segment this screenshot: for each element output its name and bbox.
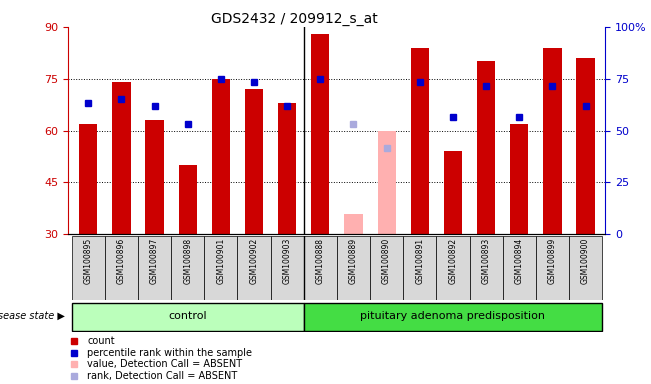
Bar (477, 61, 495, 234)
Bar (72, 236, 105, 300)
Text: GSM100900: GSM100900 (581, 238, 590, 285)
Text: GSM100899: GSM100899 (548, 238, 557, 284)
Text: GSM100897: GSM100897 (150, 238, 159, 284)
Bar (271, 236, 304, 300)
Text: GSM100903: GSM100903 (283, 238, 292, 285)
Text: GSM100893: GSM100893 (482, 238, 491, 284)
Bar (238, 236, 271, 300)
Text: GSM100895: GSM100895 (84, 238, 92, 284)
Bar (444, 151, 462, 234)
Bar (436, 236, 469, 300)
Bar (245, 89, 263, 234)
Text: GSM100896: GSM100896 (117, 238, 126, 284)
Title: GDS2432 / 209912_s_at: GDS2432 / 209912_s_at (210, 12, 378, 26)
Text: rank, Detection Call = ABSENT: rank, Detection Call = ABSENT (87, 371, 238, 381)
Text: GSM100890: GSM100890 (382, 238, 391, 284)
Bar (536, 236, 569, 300)
Bar (79, 124, 98, 234)
Bar (337, 236, 370, 300)
Bar (304, 236, 337, 300)
Text: GSM100901: GSM100901 (216, 238, 225, 284)
Bar (278, 103, 296, 234)
Bar (370, 236, 403, 300)
Text: GSM100891: GSM100891 (415, 238, 424, 284)
Bar (138, 236, 171, 300)
Bar (469, 236, 503, 300)
Text: disease state ▶: disease state ▶ (0, 311, 65, 321)
Bar (105, 236, 138, 300)
Bar (204, 236, 238, 300)
Bar (112, 82, 130, 234)
Text: pituitary adenoma predisposition: pituitary adenoma predisposition (361, 311, 546, 321)
Text: GSM100894: GSM100894 (515, 238, 524, 284)
Bar (212, 79, 230, 234)
Bar (344, 214, 363, 234)
Text: GSM100892: GSM100892 (449, 238, 458, 284)
Text: percentile rank within the sample: percentile rank within the sample (87, 348, 252, 358)
Bar (510, 124, 529, 234)
Bar (411, 48, 429, 234)
Bar (576, 58, 594, 234)
Text: GSM100889: GSM100889 (349, 238, 358, 284)
Bar (72, 303, 304, 331)
Text: GSM100902: GSM100902 (249, 238, 258, 284)
Text: GSM100888: GSM100888 (316, 238, 325, 284)
Bar (311, 34, 329, 234)
Bar (171, 236, 204, 300)
Text: GSM100898: GSM100898 (183, 238, 192, 284)
Text: control: control (169, 311, 207, 321)
Bar (403, 236, 436, 300)
Bar (544, 48, 562, 234)
Bar (178, 165, 197, 234)
Bar (503, 236, 536, 300)
Text: value, Detection Call = ABSENT: value, Detection Call = ABSENT (87, 359, 242, 369)
Bar (145, 120, 163, 234)
Bar (304, 303, 602, 331)
Bar (569, 236, 602, 300)
Bar (378, 131, 396, 234)
Text: count: count (87, 336, 115, 346)
